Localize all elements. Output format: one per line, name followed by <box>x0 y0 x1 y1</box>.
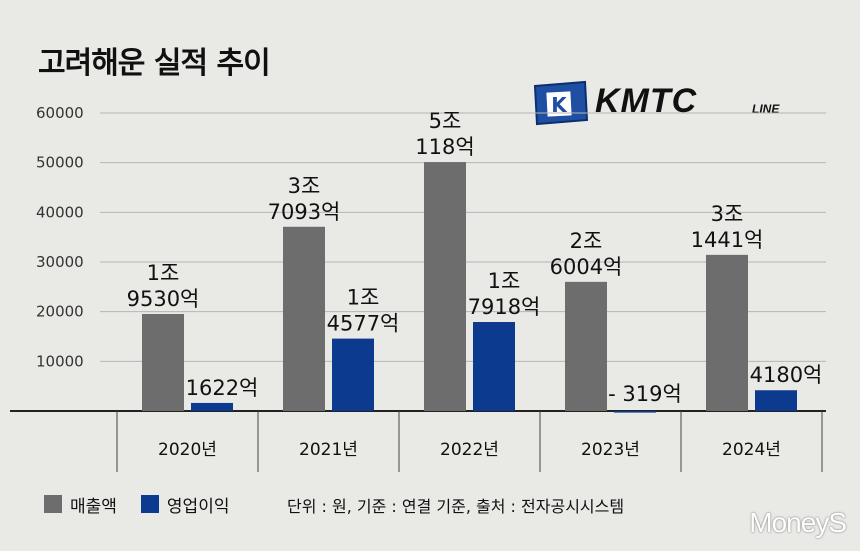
source-note: 단위 : 원, 기준 : 연결 기준, 출처 : 전자공시시스템 <box>287 497 625 516</box>
bar-operating-profit <box>614 411 656 413</box>
data-label-operating-profit: 1조 <box>488 269 521 293</box>
x-tick-label: 2023년 <box>581 440 640 460</box>
y-tick-label: 50000 <box>36 154 84 172</box>
y-tick-label: 40000 <box>36 203 84 221</box>
bar-revenue <box>706 254 748 411</box>
data-label-operating-profit: 1622억 <box>186 376 259 400</box>
bar-revenue <box>424 162 466 411</box>
bar-operating-profit <box>473 322 515 411</box>
bar-revenue <box>283 226 325 411</box>
legend: 매출액 영업이익 <box>44 492 253 517</box>
chart-title: 고려해운 실적 추이 <box>38 46 271 81</box>
x-tick-label: 2020년 <box>158 440 217 460</box>
bar-operating-profit <box>191 402 233 411</box>
y-tick-label: 60000 <box>36 104 84 122</box>
data-label-operating-profit: - 319억 <box>608 382 682 406</box>
data-label-operating-profit: 4180억 <box>750 363 823 387</box>
data-label-operating-profit: 7918억 <box>468 295 541 319</box>
legend-swatch-operating-profit <box>140 495 159 513</box>
data-label-revenue: 2조 <box>570 229 603 253</box>
data-label-operating-profit: 1조 <box>347 286 380 310</box>
data-label-revenue: 1조 <box>147 261 180 285</box>
y-tick-label: 20000 <box>36 303 84 321</box>
data-label-revenue: 6004억 <box>550 255 623 279</box>
legend-label-revenue: 매출액 <box>70 496 117 517</box>
data-label-revenue: 1441억 <box>691 228 764 252</box>
bar-chart: 6000050000400003000020000100002020년1조953… <box>10 104 826 472</box>
legend-swatch-revenue <box>44 495 62 513</box>
watermark: MoneyS <box>749 507 847 538</box>
logo-text: KMTC <box>595 82 698 120</box>
bar-revenue <box>142 314 184 411</box>
x-tick-label: 2022년 <box>440 440 499 460</box>
y-tick-label: 10000 <box>36 352 84 370</box>
bar-operating-profit <box>755 390 797 411</box>
legend-item-revenue: 매출액 <box>44 492 117 517</box>
x-tick-label: 2021년 <box>299 440 358 460</box>
flag-letter: K <box>551 93 568 117</box>
y-tick-label: 30000 <box>36 253 84 271</box>
data-label-revenue: 9530억 <box>127 287 200 311</box>
data-label-revenue: 3조 <box>711 202 744 226</box>
legend-label-operating-profit: 영업이익 <box>166 496 230 517</box>
data-label-revenue: 3조 <box>288 174 321 198</box>
bar-revenue <box>565 281 607 411</box>
legend-item-operating-profit: 영업이익 <box>140 492 230 517</box>
bar-operating-profit <box>332 338 374 411</box>
data-label-operating-profit: 4577억 <box>327 312 400 336</box>
data-label-revenue: 5조 <box>429 109 462 133</box>
data-label-revenue: 118억 <box>415 135 474 159</box>
x-tick-label: 2024년 <box>722 440 781 460</box>
data-label-revenue: 7093억 <box>268 200 341 224</box>
